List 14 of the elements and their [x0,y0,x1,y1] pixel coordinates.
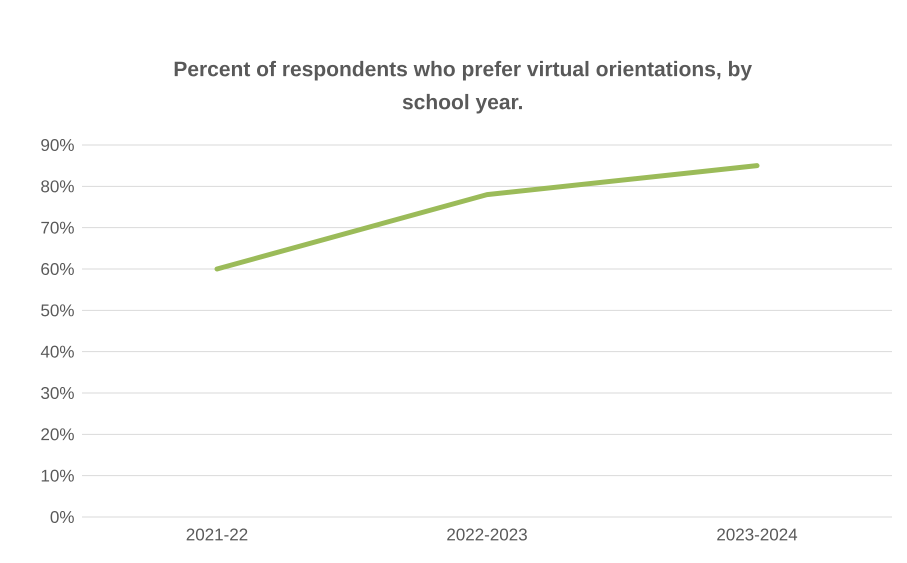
x-tick-label: 2022-2023 [447,528,527,541]
y-tick-label: 50% [41,304,74,316]
y-tick-label: 70% [41,222,74,234]
y-tick-label: 90% [41,138,74,152]
y-tick-label: 20% [41,428,74,440]
x-tick-label: 2023-2024 [717,528,798,541]
y-tick-label: 60% [41,262,74,276]
y-tick-label: 10% [42,470,74,482]
y-tick-label: 80% [41,180,74,192]
y-tick-label: 0% [50,510,74,524]
y-tick-label: 30% [41,386,74,400]
y-tick-label: 40% [40,346,74,358]
chart-title: Percent of respondents who prefer virtual orientations, by school year. [174,60,752,114]
x-tick-label: 2021-22 [186,528,248,541]
